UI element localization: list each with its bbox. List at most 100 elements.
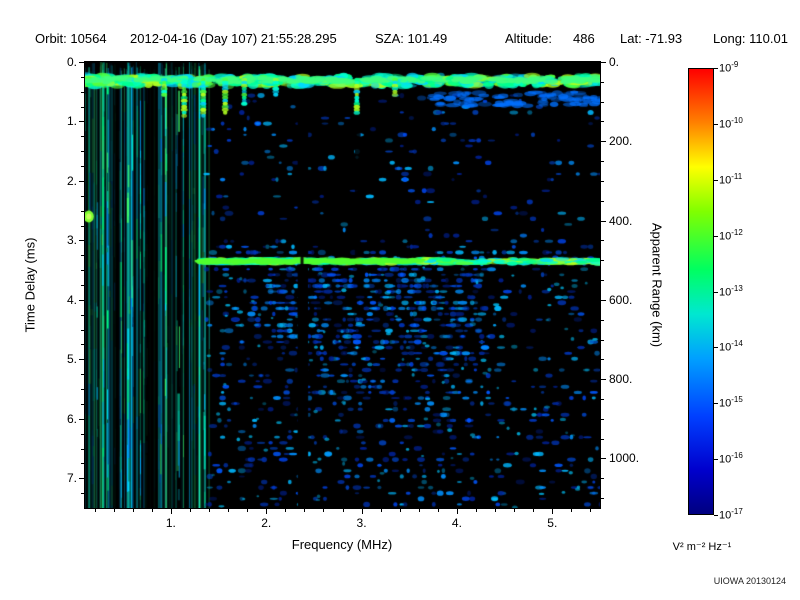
y-minor-tick [81,270,84,272]
colorbar-tick [714,291,718,293]
x-tick-label: 3. [356,516,367,530]
x-tick [361,509,363,514]
y-tick [79,121,84,123]
x-minor-tick [208,509,210,512]
x-minor-tick [342,509,344,512]
range-minor-tick [601,121,604,123]
header-orbit: Orbit: 10564 [35,31,107,46]
range-tick [601,458,606,460]
range-tick-label: 800. [609,372,633,387]
y-minor-tick [81,166,84,168]
range-minor-tick [601,498,604,500]
colorbar-tick [714,459,718,461]
range-minor-tick [601,319,604,321]
colorbar-tick-label: 10-15 [719,395,743,410]
y-minor-tick [81,433,84,435]
range-tick-label: 0. [609,55,620,69]
x-minor-tick [113,509,115,512]
y-tick [79,180,84,182]
range-tick [601,62,606,63]
y-tick-label: 1. [66,114,77,129]
x-minor-tick [533,509,535,512]
y-minor-tick [81,463,84,465]
range-minor-tick [601,280,604,282]
y-tick-label: 2. [66,173,77,188]
y-minor-tick [81,314,84,316]
y-minor-tick [81,225,84,227]
x-minor-tick [189,509,191,512]
range-minor-tick [601,398,604,400]
y-tick-label: 5. [66,352,77,367]
range-tick-label: 200. [609,134,633,149]
colorbar-tick-label: 10-17 [719,507,743,522]
y-minor-tick [81,493,84,495]
range-minor-tick [601,180,604,182]
range-minor-tick [601,418,604,420]
colorbar-tick [714,68,718,69]
y-minor-tick [81,255,84,257]
range-tick [601,220,606,222]
colorbar-tick-label: 10-10 [719,115,743,131]
range-tick-label: 1000. [609,451,640,466]
y-minor-tick [81,210,84,212]
range-minor-tick [601,339,604,341]
y-tick [79,418,84,420]
header-lat: Lat: -71.93 [620,31,683,46]
header-altitude-label: Altitude: [505,31,552,46]
x-tick-label: 4. [451,516,462,530]
x-tick-label: 5. [547,516,558,530]
colorbar-tick [714,403,718,405]
y-tick [79,359,84,361]
range-tick [601,141,606,143]
x-minor-tick [151,509,153,512]
x-minor-tick [437,509,439,512]
y-minor-tick [81,151,84,153]
range-minor-tick [601,200,604,202]
x-minor-tick [380,509,382,512]
x-minor-tick [323,509,325,512]
y-minor-tick [81,389,84,391]
range-tick-label: 600. [609,292,633,307]
y-minor-tick [81,106,84,108]
x-tick [456,509,458,514]
colorbar-gradient [688,68,714,515]
x-tick [170,509,172,514]
y-tick-label: 3. [66,233,77,248]
spectrogram-canvas [85,62,600,508]
y-axis-title-right: Apparent Range (km) [649,222,665,348]
range-minor-tick [601,161,604,163]
x-minor-tick [285,509,287,512]
colorbar-tick-label: 10-14 [719,339,743,355]
y-tick [79,240,84,242]
y-minor-tick [81,285,84,286]
header-datetime: 2012-04-16 (Day 107) 21:55:28.295 [130,31,337,46]
colorbar-tick-label: 10-13 [719,283,743,299]
header-sza: SZA: 101.49 [375,31,448,46]
range-minor-tick [601,478,604,480]
range-minor-tick [601,438,604,440]
colorbar-tick-label: 10-16 [719,451,743,466]
colorbar-tick [714,235,718,237]
y-minor-tick [81,329,84,331]
y-minor-tick [81,76,84,78]
x-minor-tick [514,509,516,512]
range-tick [601,299,606,301]
watermark: UIOWA 20130124 [713,576,786,586]
colorbar-tick-label: 10-9 [719,60,739,75]
y-minor-tick [81,344,84,346]
x-axis-title: Frequency (MHz) [291,537,393,552]
x-tick [552,509,554,514]
x-minor-tick [228,509,230,512]
x-minor-tick [247,509,249,512]
x-minor-tick [94,509,96,512]
y-minor-tick [81,374,84,376]
x-minor-tick [590,509,592,512]
colorbar-tick-label: 10-11 [719,171,743,187]
range-tick-label: 400. [609,213,633,228]
x-minor-tick [495,509,497,512]
x-tick-label: 2. [261,516,272,530]
range-minor-tick [601,359,604,361]
y-tick [79,478,84,480]
x-minor-tick [571,509,573,512]
